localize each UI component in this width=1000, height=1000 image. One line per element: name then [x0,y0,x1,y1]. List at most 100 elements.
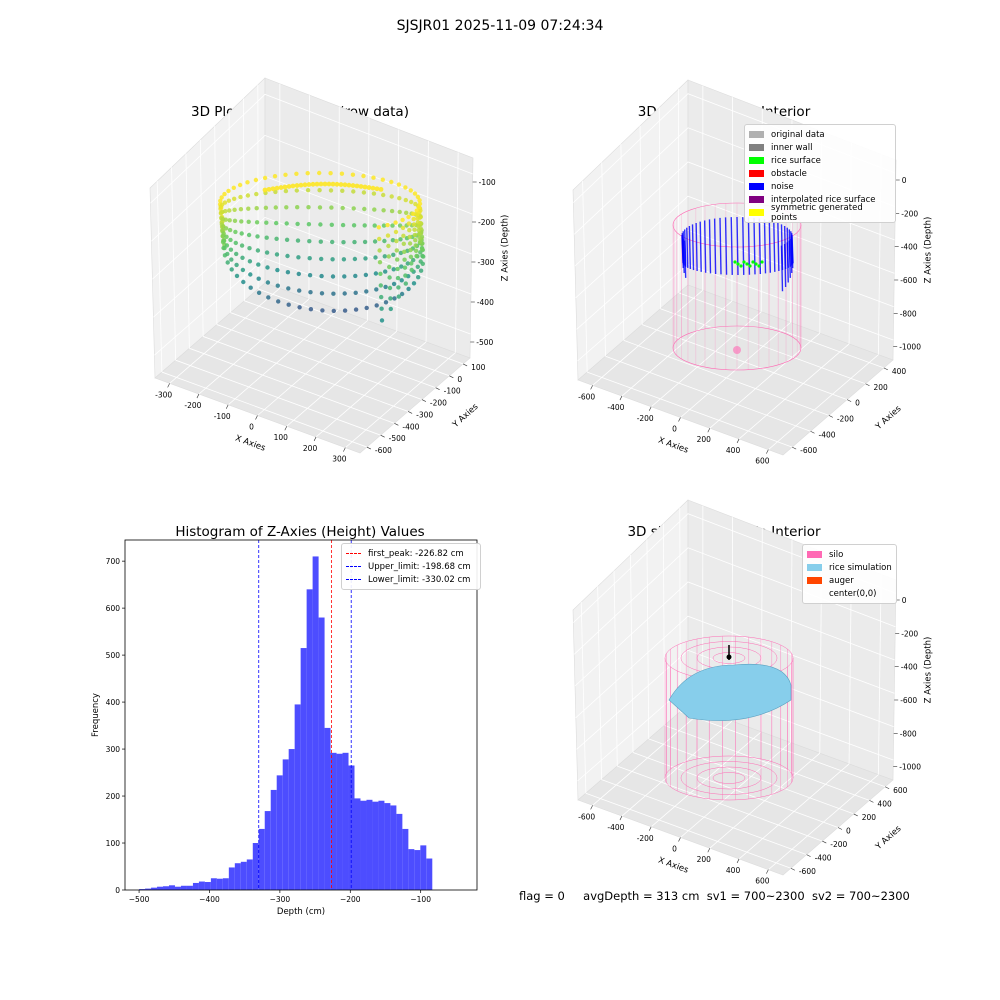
noise-points [730,217,733,275]
data-point [371,191,377,196]
data-point [389,194,394,199]
x-tick-label: 0 [249,423,254,432]
noise-points [753,217,756,275]
x-tick [766,869,769,874]
legend-entry: inner wall [749,141,891,154]
data-point [218,198,223,203]
histogram-bar [372,801,379,890]
data-point [229,267,234,272]
rice-surface-point [739,264,743,268]
legend-line [346,579,361,580]
data-point [284,237,290,242]
y-axis-label: Y Axies [873,404,904,433]
data-point [340,222,346,228]
histogram-bar [396,813,403,890]
z-tick-label: -300 [477,258,494,267]
data-point [400,225,406,231]
x-tick-label: 200 [697,855,712,864]
data-point [412,232,418,238]
legend-label: symmetric generated points [771,202,863,223]
grid-line [662,523,665,726]
data-point [393,220,398,225]
data-point [314,181,320,187]
legend-line [346,553,361,554]
data-point [273,189,278,195]
legend-label: noise [771,181,794,192]
data-point [226,188,231,194]
y-tick-label: 0 [855,399,860,408]
data-point [398,237,403,242]
histogram-bar [312,556,319,890]
histogram-bar [216,878,223,890]
data-point [295,238,301,243]
grid-line [216,324,423,400]
legend-line [346,566,361,567]
data-point [370,185,376,191]
data-point [363,256,368,261]
data-point [274,236,279,241]
y-tick-label: -400 [402,422,419,431]
data-point [227,227,233,233]
data-point [284,221,289,226]
data-point [282,184,288,190]
data-point [366,185,372,190]
data-point [286,302,291,307]
legend-label: rice simulation [829,562,892,573]
x-tick-label: -100 [214,412,231,421]
histogram-bar [288,749,295,890]
histogram-bar [414,850,421,890]
data-point [403,273,408,278]
noise-points [682,231,685,266]
sv1-value: sv1 = 700~2300 [706,889,805,903]
noise-points [742,217,745,275]
data-point [379,318,385,323]
data-point [374,287,379,292]
grid-line [337,106,340,310]
data-point [362,184,368,190]
data-point [415,264,420,269]
data-point [387,285,393,291]
data-point [402,249,407,254]
data-point [385,233,391,238]
grid-line [345,352,456,448]
panel4-legend: silo rice simulation auger center(0,0) [802,544,897,604]
data-point [395,257,400,262]
data-point [387,275,392,280]
data-point [364,305,369,311]
grid-line [613,570,618,767]
noise-points [695,222,698,272]
grid-line [286,330,398,427]
grid-line [877,574,882,775]
data-point [341,257,347,262]
data-point [272,174,278,179]
z-tick-label: -1000 [899,763,921,772]
legend-label: obstacle [771,168,807,179]
data-point [377,248,382,253]
y-tick-label: 700 [106,557,121,566]
data-point [224,234,229,239]
legend-swatch [807,551,822,558]
histogram-bar [366,799,373,890]
data-point [319,273,324,279]
x-tick-label: -600 [578,392,595,401]
y-tick-label: 400 [877,799,892,808]
x-tick-label: −100 [410,895,431,904]
legend-entry: rice surface [749,154,891,167]
data-point [421,254,426,259]
panel2-legend: original data inner wall rice surface ob… [744,124,896,223]
data-point [395,266,400,272]
data-point [283,172,288,177]
data-point [285,270,291,275]
y-tick-label: 600 [893,786,908,795]
y-tick [865,383,870,387]
data-point [372,239,378,244]
data-point [307,273,313,278]
data-point [415,220,421,225]
rice-surface-point [742,260,746,264]
data-point [255,234,260,239]
data-point [401,233,406,238]
z-tick-label: -400 [477,298,494,307]
data-point [411,257,416,263]
data-point [253,177,259,183]
histogram-bar [210,878,217,890]
